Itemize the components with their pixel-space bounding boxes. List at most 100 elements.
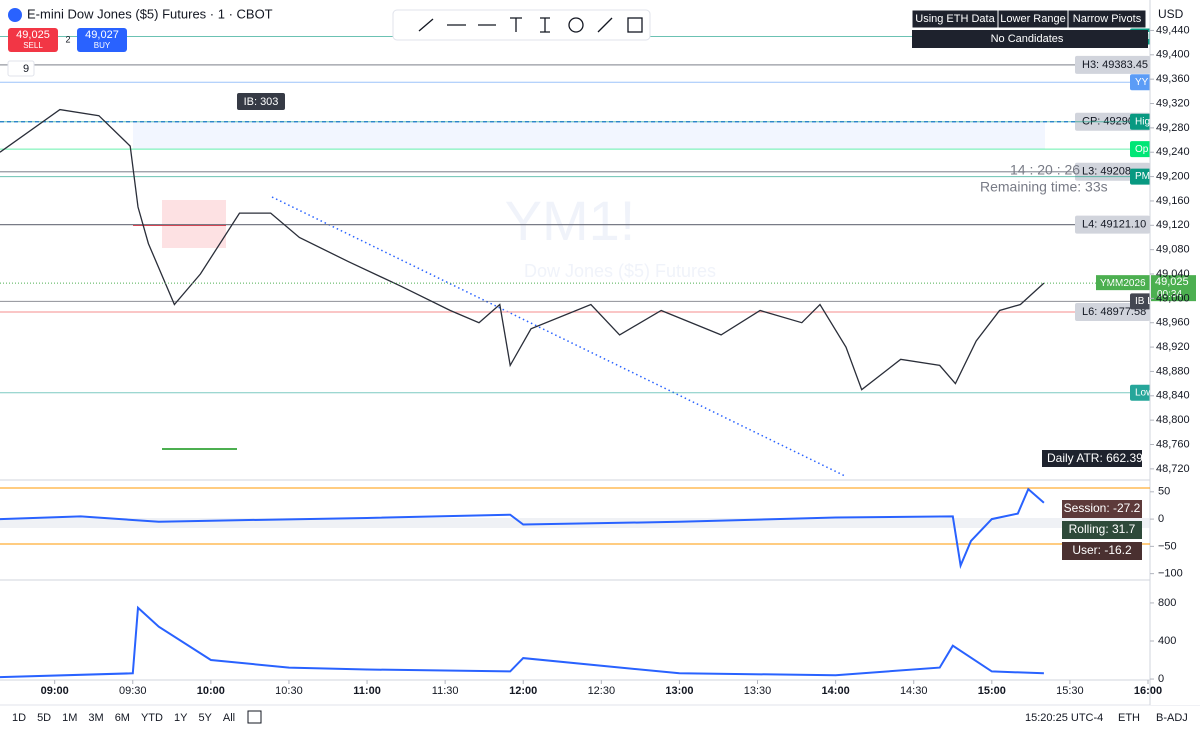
y-tick-label: 49,200: [1156, 170, 1190, 182]
x-tick-label: 13:30: [744, 685, 772, 697]
toolbar-icons[interactable]: [418, 17, 643, 33]
buy-label[interactable]: BUY: [94, 41, 111, 50]
volume-line: [0, 605, 1044, 679]
indicator-count[interactable]: 9: [23, 63, 29, 75]
tag-label: PM: [1135, 171, 1150, 182]
buy-button[interactable]: [77, 28, 127, 52]
y-tick-label: 48,720: [1156, 463, 1190, 475]
symbol-title: E-mini Dow Jones ($5) Futures · 1 · CBOT: [27, 6, 273, 21]
script-button[interactable]: Lower Range: [1000, 13, 1065, 25]
y-tick-label: 49,000: [1156, 292, 1190, 304]
x-tick-label: 14:30: [900, 685, 928, 697]
series-name: YMM2026: [1100, 278, 1146, 289]
x-tick-label: 14:00: [822, 685, 850, 697]
y-tick-label: 49,320: [1156, 97, 1190, 109]
period-button[interactable]: 1D: [12, 712, 26, 724]
x-tick-label: 12:30: [588, 685, 616, 697]
volume-y-tick-label: 0: [1158, 673, 1164, 685]
symbol-icon: [8, 8, 22, 22]
x-tick-label: 09:30: [119, 685, 147, 697]
period-button[interactable]: All: [223, 712, 235, 724]
adjust-toggle[interactable]: B-ADJ: [1156, 712, 1188, 724]
oscillator-line: [0, 487, 1045, 570]
last-price: 49,025: [1155, 276, 1189, 288]
period-button[interactable]: 1M: [62, 712, 77, 724]
script-button[interactable]: Using ETH Data: [915, 13, 995, 25]
period-button[interactable]: 5Y: [198, 712, 212, 724]
currency[interactable]: USD: [1158, 7, 1184, 21]
y-tick-label: 49,160: [1156, 195, 1190, 207]
y-tick-label: 49,440: [1156, 24, 1190, 36]
stat-bg: [1062, 521, 1142, 539]
level-label: L6: 48977.58: [1082, 306, 1146, 318]
x-tick-label: 10:30: [275, 685, 303, 697]
date-range-icon[interactable]: [247, 710, 262, 724]
oscillator-y-tick-label: −50: [1158, 540, 1177, 552]
tag-bg: [1130, 74, 1152, 91]
countdown: 00:34: [1157, 289, 1182, 300]
tag-bg: [1130, 141, 1152, 158]
stat-bg: [1062, 542, 1142, 560]
x-tick-label: 13:00: [665, 685, 693, 697]
y-tick-label: 48,760: [1156, 438, 1190, 450]
x-tick-label: 15:30: [1056, 685, 1084, 697]
watermark: YM1!: [505, 189, 636, 252]
script-buttons: Using ETH Data Lower Range Narrow Pivots: [911, 9, 1147, 29]
tag-bg: [1130, 293, 1152, 310]
spread: 2: [65, 34, 70, 44]
level-label: L4: 49121.10: [1082, 219, 1146, 231]
y-tick-label: 48,880: [1156, 365, 1190, 377]
x-tick-label: 10:00: [197, 685, 225, 697]
y-tick-label: 48,960: [1156, 317, 1190, 329]
stat-label: User: -16.2: [1072, 543, 1132, 557]
ib-label: IB: 303: [244, 96, 279, 108]
period-button[interactable]: 6M: [115, 712, 130, 724]
x-tick-label: 12:00: [509, 685, 537, 697]
oscillator-y-tick-label: 0: [1158, 513, 1164, 525]
tag-bg: [1130, 384, 1152, 401]
tag-bg: [1130, 168, 1152, 185]
stat-bg: [1062, 500, 1142, 518]
clock-time: 15:20:25 UTC-4: [1025, 712, 1103, 724]
level-label: L3: 49208: [1082, 166, 1131, 178]
session-toggle[interactable]: ETH: [1118, 712, 1140, 724]
period-button[interactable]: 1Y: [174, 712, 188, 724]
sell-price[interactable]: 49,025: [16, 29, 50, 41]
sell-button[interactable]: [8, 28, 58, 52]
x-tick-label: 09:00: [41, 685, 69, 697]
level-label-bg: [1075, 55, 1150, 74]
tag-label: High: [1135, 116, 1156, 127]
level-label-bg: [1075, 215, 1150, 234]
footer: 1D 5D 1M 3M 6M YTD 1Y 5Y All: [12, 712, 235, 724]
atr: Daily ATR: 662.39: [1047, 451, 1143, 465]
atr-bg: [1042, 450, 1142, 467]
tag-label: YY: [1135, 77, 1149, 88]
script-button-bg[interactable]: [1067, 9, 1147, 29]
oscillator-y-tick-label: 50: [1158, 486, 1170, 498]
tag-bg: [1130, 113, 1152, 130]
period-button[interactable]: YTD: [141, 712, 163, 724]
y-tick-label: 49,120: [1156, 219, 1190, 231]
buy-price[interactable]: 49,027: [85, 29, 119, 41]
indicator-toggle[interactable]: [7, 60, 35, 77]
period-button[interactable]: 3M: [88, 712, 103, 724]
drawing-toolbar: [392, 9, 651, 41]
level-label: H3: 49383.45: [1082, 59, 1148, 71]
period-button[interactable]: 5D: [37, 712, 51, 724]
last-price-bg: [1151, 275, 1196, 302]
y-tick-label: 49,040: [1156, 268, 1190, 280]
tag-label: Low: [1135, 387, 1154, 398]
price-axis-bg: [1150, 0, 1200, 705]
y-tick-label: 49,080: [1156, 244, 1190, 256]
sell-label[interactable]: SELL: [23, 41, 43, 50]
script-button[interactable]: Narrow Pivots: [1073, 13, 1142, 25]
stat-label: Rolling: 31.7: [1069, 522, 1136, 536]
y-tick-label: 48,800: [1156, 414, 1190, 426]
price-line: [0, 108, 1045, 391]
x-tick-label: 15:00: [978, 685, 1006, 697]
clock: 14 : 20 : 26: [1010, 162, 1080, 178]
candidates-box: [912, 30, 1148, 48]
x-tick-label: 16:00: [1134, 685, 1162, 697]
